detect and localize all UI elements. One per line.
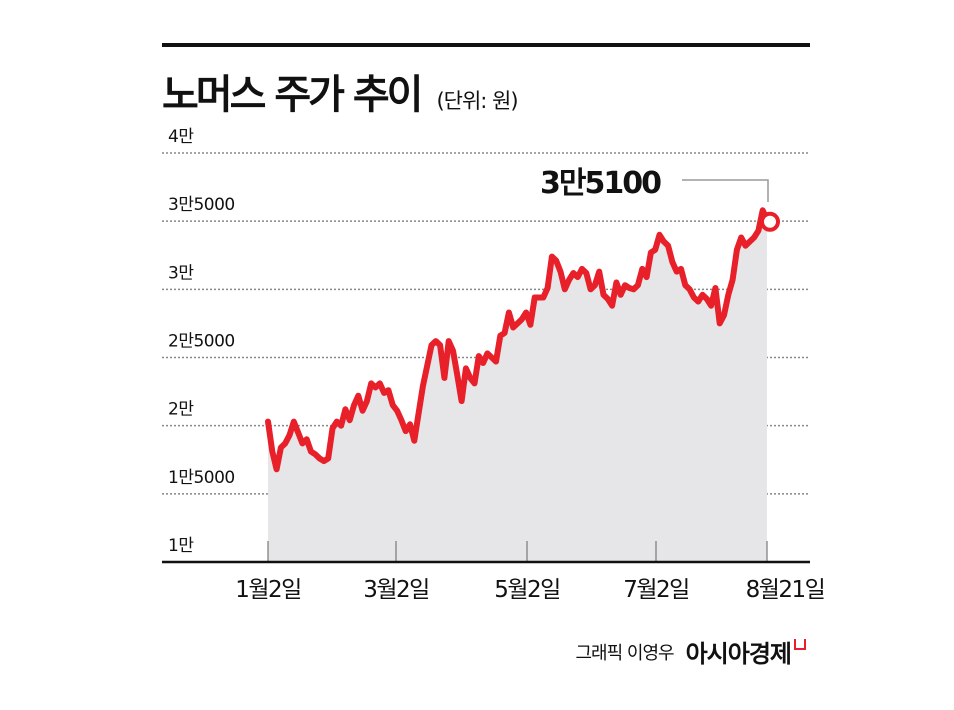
y-tick-label: 1만 (168, 536, 194, 556)
x-tick-label: 5월2일 (494, 577, 560, 603)
y-tick-label: 3만5000 (168, 195, 235, 215)
chart-header: 노머스 주가 추이 (단위: 원) (162, 62, 519, 120)
x-tick-label: 7월2일 (623, 577, 689, 603)
x-tick-label: 3월2일 (363, 577, 429, 603)
price-line (265, 207, 770, 473)
end-point-marker (760, 211, 780, 232)
x-tick-label: 8월21일 (746, 577, 825, 603)
y-axis-labels: 4만 3만5000 3만 2만5000 2만 1만5000 1만 (168, 127, 235, 556)
brand-logo: 아시아경제 (685, 640, 792, 668)
footer: 그래픽 이영우 아시아경제 (575, 634, 806, 669)
callout-value: 3만5100 (540, 166, 661, 201)
brand-mark-icon (794, 639, 806, 650)
y-tick-label: 4만 (168, 127, 194, 147)
chart-title: 노머스 주가 추이 (162, 72, 423, 118)
x-axis-labels: 1월2일 3월2일 5월2일 7월2일 8월21일 (235, 577, 826, 603)
price-area (268, 210, 767, 563)
y-tick-label: 2만5000 (168, 332, 235, 352)
y-tick-label: 2만 (168, 400, 194, 420)
y-tick-label: 1만5000 (168, 468, 235, 488)
y-tick-label: 3만 (168, 263, 194, 283)
unit-label: (단위: 원) (436, 89, 518, 113)
x-axis-ticks (267, 541, 768, 562)
graphic-credit: 그래픽 이영우 (575, 642, 675, 664)
top-rule (162, 43, 810, 47)
x-tick-label: 1월2일 (235, 577, 301, 603)
callout-leader-line (682, 179, 769, 202)
